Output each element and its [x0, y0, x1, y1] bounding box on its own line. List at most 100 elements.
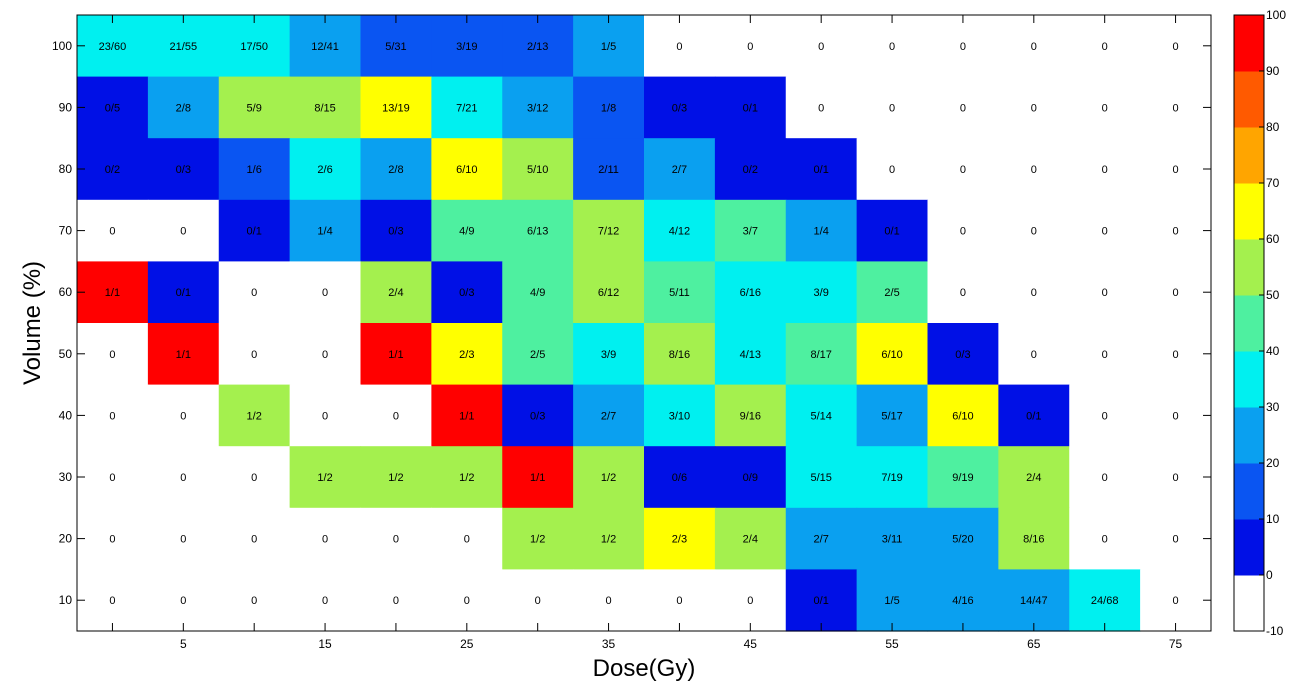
colorbar-band — [1234, 519, 1264, 576]
heatmap-cell — [360, 76, 432, 139]
heatmap-cell — [785, 446, 858, 509]
heatmap-cell — [856, 569, 929, 632]
heatmap-cell — [289, 15, 362, 78]
cell-value-label: 1/4 — [814, 226, 829, 238]
cell-value-label: 0 — [180, 226, 186, 238]
heatmap-cell — [502, 384, 574, 447]
cell-value-label: 0 — [1173, 595, 1179, 607]
heatmap-cell — [714, 76, 787, 139]
cell-value-label: 1/1 — [176, 349, 191, 361]
cell-value-label: 21/55 — [170, 41, 198, 53]
heatmap-cell — [1140, 384, 1212, 447]
heatmap-cell — [289, 569, 362, 632]
heatmap-cell — [77, 261, 149, 324]
heatmap-cell — [856, 138, 929, 201]
y-tick-label: 70 — [59, 224, 73, 238]
heatmap-cell — [360, 15, 432, 78]
heatmap-cell — [644, 569, 716, 632]
cell-value-label: 0/1 — [743, 102, 758, 114]
cell-value-label: 1/2 — [601, 534, 616, 546]
cell-value-label: 0/3 — [459, 287, 474, 299]
heatmap-cell — [785, 384, 858, 447]
cell-value-label: 0/3 — [672, 102, 687, 114]
heatmap-cell — [856, 446, 929, 509]
cell-value-label: 2/4 — [743, 534, 758, 546]
heatmap-cell — [77, 446, 149, 509]
heatmap-cell — [785, 15, 858, 78]
y-tick-label: 30 — [59, 470, 73, 484]
cell-value-label: 0 — [1173, 164, 1179, 176]
heatmap-cell — [785, 323, 858, 386]
colorbar-tick-label: 0 — [1266, 568, 1273, 582]
heatmap-cell — [1069, 446, 1141, 509]
heatmap-cell — [927, 138, 999, 201]
heatmap-cell — [573, 384, 645, 447]
heatmap-cell — [77, 384, 149, 447]
cell-value-label: 0 — [393, 534, 399, 546]
colorbar-band — [1234, 127, 1264, 184]
cell-value-label: 0 — [109, 472, 115, 484]
cell-value-label: 0 — [960, 287, 966, 299]
cell-value-label: 0 — [676, 41, 682, 53]
heatmap-cell — [998, 569, 1070, 632]
cell-value-label: 2/8 — [388, 164, 403, 176]
heatmap-cell — [785, 507, 858, 570]
heatmap-cells — [77, 15, 1212, 632]
cell-value-label: 0 — [606, 595, 612, 607]
heatmap-cell — [998, 384, 1070, 447]
cell-value-label: 0 — [535, 595, 541, 607]
cell-value-label: 2/3 — [459, 349, 474, 361]
cell-value-label: 6/10 — [952, 410, 973, 422]
cell-value-label: 2/11 — [598, 164, 619, 176]
cell-value-label: 4/16 — [952, 595, 973, 607]
heatmap-cell — [644, 384, 716, 447]
heatmap-cell — [927, 323, 999, 386]
heatmap-cell — [147, 384, 220, 447]
cell-value-label: 0/1 — [247, 226, 262, 238]
y-tick-label: 10 — [59, 593, 73, 607]
y-tick-label: 60 — [59, 285, 73, 299]
heatmap-cell — [360, 384, 432, 447]
colorbar-tick-label: 70 — [1266, 176, 1280, 190]
heatmap-cell — [77, 76, 149, 139]
heatmap-cell — [1069, 138, 1141, 201]
cell-value-label: 0 — [393, 595, 399, 607]
x-tick-label: 15 — [318, 637, 332, 651]
cell-value-label: 8/16 — [669, 349, 690, 361]
heatmap-cell — [998, 15, 1070, 78]
cell-value-label: 0 — [889, 41, 895, 53]
heatmap-cell — [502, 76, 574, 139]
cell-value-label: 13/19 — [382, 102, 410, 114]
cell-value-label: 0 — [109, 534, 115, 546]
heatmap-cell — [644, 261, 716, 324]
y-tick-label: 40 — [59, 408, 73, 422]
heatmap-cell — [147, 138, 220, 201]
cell-value-label: 0 — [1102, 164, 1108, 176]
cell-value-label: 0 — [109, 410, 115, 422]
heatmap-cell — [644, 446, 716, 509]
heatmap-cell — [644, 199, 716, 262]
cell-value-label: 1/1 — [105, 287, 120, 299]
cell-value-label: 0 — [747, 41, 753, 53]
cell-value-label: 3/9 — [601, 349, 616, 361]
cell-value-label: 0 — [322, 287, 328, 299]
cell-value-label: 2/4 — [1026, 472, 1041, 484]
cell-value-label: 0/3 — [388, 226, 403, 238]
cell-value-label: 1/2 — [317, 472, 332, 484]
heatmap-cell — [927, 15, 999, 78]
y-tick-label: 20 — [59, 532, 73, 546]
heatmap-cell — [1140, 507, 1212, 570]
heatmap-cell — [360, 323, 432, 386]
cell-value-label: 1/2 — [601, 472, 616, 484]
cell-value-label: 0 — [1102, 349, 1108, 361]
heatmap-cell — [77, 323, 149, 386]
cell-value-label: 0 — [960, 102, 966, 114]
cell-value-label: 0 — [1031, 287, 1037, 299]
colorbar-tick-label: -10 — [1266, 624, 1284, 638]
heatmap-cell — [431, 446, 503, 509]
cell-value-label: 0 — [747, 595, 753, 607]
cell-value-label: 0 — [1173, 287, 1179, 299]
heatmap-cell — [927, 76, 999, 139]
cell-value-label: 1/5 — [884, 595, 899, 607]
